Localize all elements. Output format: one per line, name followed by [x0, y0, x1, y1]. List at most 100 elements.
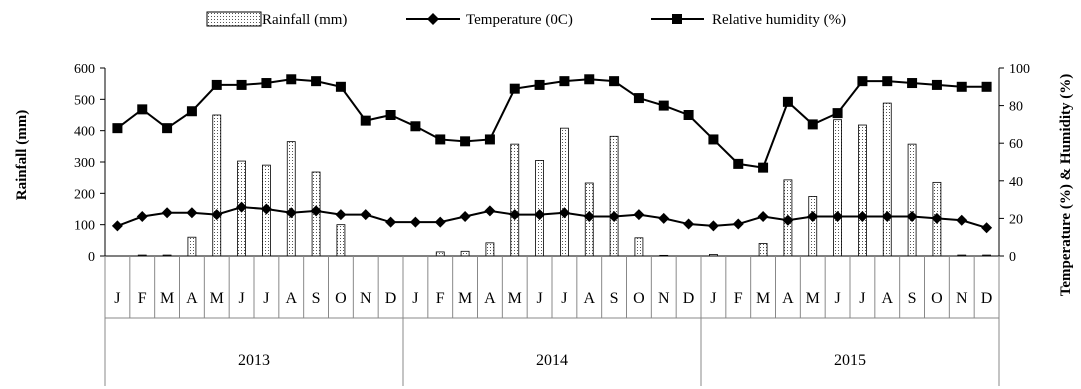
temperature-point [931, 212, 943, 224]
legend-rainfall-swatch [206, 11, 262, 27]
rainfall-bar [336, 224, 346, 257]
humidity-point [335, 81, 346, 92]
humidity-point [609, 76, 620, 87]
humidity-point [286, 74, 297, 85]
temperature-point [757, 211, 769, 223]
humidity-point [162, 123, 173, 134]
humidity-point [435, 134, 446, 145]
legend-temperature-label: Temperature (0C) [466, 12, 573, 28]
temperature-point [236, 201, 248, 213]
temperature-point [683, 218, 695, 230]
x-month-label: O [335, 290, 347, 307]
temperature-point [509, 209, 521, 221]
humidity-point [311, 76, 322, 87]
humidity-point [807, 119, 818, 130]
x-month-label: J [263, 290, 269, 307]
y2-tick-label: 100 [1009, 62, 1030, 77]
legend-humidity-marker [672, 14, 682, 24]
x-month-label: F [138, 290, 147, 307]
humidity-point [137, 104, 148, 115]
humidity-point [633, 93, 644, 104]
x-month-label: J [114, 290, 120, 307]
y-tick-label: 600 [74, 62, 95, 77]
temperature-point [260, 203, 272, 215]
x-month-label: D [385, 290, 397, 307]
rainfall-bar [808, 196, 818, 257]
humidity-series [112, 74, 992, 173]
humidity-point [683, 110, 694, 120]
temperature-point [707, 220, 719, 232]
humidity-point [733, 158, 744, 169]
humidity-point [484, 134, 495, 145]
legend-rainfall-label: Rainfall (mm) [262, 12, 347, 28]
humidity-point [360, 115, 371, 126]
temperature-point [956, 214, 968, 226]
x-month-label: A [583, 290, 595, 307]
x-month-label: J [710, 290, 716, 307]
rainfall-bar [510, 143, 520, 257]
legend-item-temperature: Temperature (0C) [406, 12, 573, 28]
humidity-point [211, 79, 222, 90]
x-month-label: D [981, 290, 993, 307]
x-month-label: M [508, 290, 522, 307]
rainfall-bar [187, 236, 197, 257]
humidity-point [460, 136, 471, 147]
temperature-series [111, 201, 993, 234]
x-month-label: J [561, 290, 567, 307]
humidity-point [832, 108, 843, 119]
x-month-label: J [238, 290, 244, 307]
temperature-point [161, 207, 173, 219]
x-month-label: A [285, 290, 297, 307]
rainfall-bar [212, 114, 222, 257]
rainfall-bar [833, 119, 842, 257]
rainfall-bar [907, 143, 917, 257]
rainfall-bars [137, 102, 991, 257]
humidity-point [782, 96, 793, 107]
x-month-label: M [160, 290, 174, 307]
x-month-label: J [412, 290, 418, 307]
x-month-label: M [458, 290, 472, 307]
humidity-point [410, 121, 421, 132]
temperature-point [285, 207, 297, 219]
x-year-label: 2015 [834, 352, 866, 369]
humidity-point [708, 134, 719, 145]
humidity-point [559, 76, 570, 87]
x-month-label: O [931, 290, 943, 307]
rainfall-bar [535, 160, 544, 257]
x-month-label: J [859, 290, 865, 307]
x-month-label: M [210, 290, 224, 307]
temperature-point [459, 211, 471, 223]
y-tick-label: 100 [74, 219, 95, 234]
y-tick-label: 500 [74, 93, 95, 108]
humidity-point [236, 79, 247, 90]
temperature-point [881, 211, 893, 223]
y-tick-label: 300 [74, 156, 95, 171]
humidity-point [261, 78, 272, 89]
legend-item-humidity: Relative humidity (%) [651, 12, 846, 28]
humidity-point [385, 110, 396, 120]
temperature-point [335, 209, 347, 221]
rainfall-bar [882, 102, 892, 257]
x-month-label: S [908, 290, 917, 307]
temperature-point [807, 211, 819, 223]
temperature-point [558, 207, 570, 219]
temperature-point [385, 216, 397, 228]
humidity-line [116, 78, 987, 169]
temperature-point [136, 211, 148, 223]
y2-tick-label: 40 [1009, 175, 1023, 190]
x-month-label: A [782, 290, 794, 307]
temperature-line [117, 206, 987, 229]
x-month-label: A [484, 290, 496, 307]
temperature-point [633, 209, 645, 221]
temperature-point [906, 211, 918, 223]
humidity-point [857, 76, 868, 87]
temperature-point [782, 214, 794, 226]
temperature-point [534, 209, 546, 221]
rainfall-bar [485, 242, 495, 257]
y2-axis-ticks: 0 20 40 60 80 100 [999, 62, 1030, 265]
temperature-point [732, 218, 744, 230]
humidity-point [907, 78, 918, 89]
humidity-point [931, 79, 942, 90]
humidity-point [981, 81, 992, 92]
